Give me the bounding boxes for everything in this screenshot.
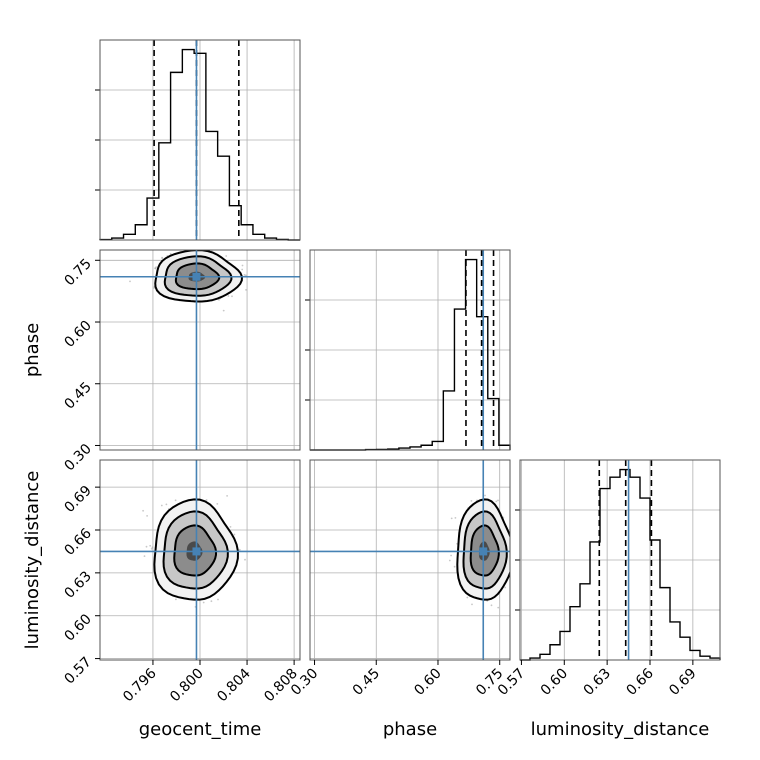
- sample-point: [244, 558, 246, 561]
- sample-point: [225, 255, 228, 257]
- truth-marker: [479, 547, 488, 556]
- sample-point: [243, 274, 246, 276]
- frame-luminosity-distance: [519, 459, 721, 661]
- sample-point: [216, 503, 219, 505]
- sample-point: [149, 544, 152, 547]
- truth-marker: [192, 547, 201, 556]
- ylabel-phase: phase: [22, 323, 43, 377]
- frame-1-2: [309, 459, 511, 661]
- ylabel-luminosity-distance: luminosity_distance: [22, 471, 43, 650]
- sample-point: [241, 268, 244, 271]
- hist-panel-geocent-time: [95, 39, 301, 241]
- sample-point: [146, 515, 149, 517]
- sample-point: [226, 495, 229, 497]
- frame-geocent-time: [99, 39, 301, 241]
- sample-point: [495, 500, 498, 503]
- xlabel-luminosity-distance: luminosity_distance: [531, 719, 710, 740]
- sample-point: [160, 504, 163, 507]
- sample-point: [153, 287, 156, 289]
- sample-point: [142, 509, 145, 512]
- sample-point: [448, 559, 451, 562]
- sample-point: [497, 606, 500, 609]
- sample-point: [218, 298, 220, 301]
- sample-point: [231, 295, 233, 298]
- sample-point: [161, 256, 164, 259]
- sample-point: [155, 266, 158, 269]
- sample-point: [241, 264, 244, 267]
- panel-phase-vs-luminosity-distance: [309, 459, 511, 661]
- sample-point: [222, 309, 225, 312]
- sample-point: [151, 546, 154, 549]
- panel-content-0-1: [100, 250, 300, 450]
- hist-step-geocent-time: [99, 48, 300, 241]
- sample-point: [504, 586, 507, 589]
- sample-point: [497, 499, 499, 502]
- sample-point: [245, 289, 247, 291]
- frame-0-1: [99, 249, 301, 451]
- sample-point: [145, 545, 148, 548]
- sample-point: [150, 547, 153, 550]
- sample-point: [450, 554, 452, 557]
- truth-marker: [192, 272, 201, 281]
- panel-content-1-2: [310, 460, 510, 660]
- sample-point: [202, 601, 205, 604]
- sample-point: [453, 565, 456, 568]
- sample-point: [227, 295, 230, 297]
- panel-geocent-time-vs-luminosity-distance: [99, 459, 301, 661]
- hist-panel-luminosity-distance: [515, 459, 721, 661]
- xlabel-phase: phase: [383, 719, 437, 740]
- sample-point: [466, 596, 469, 599]
- labels-layer: geocent_time phase luminosity_distance p…: [22, 323, 709, 740]
- sample-point: [238, 548, 241, 551]
- xlabel-geocent-time: geocent_time: [139, 719, 262, 740]
- sample-point: [233, 533, 236, 536]
- sample-point: [143, 555, 146, 557]
- sample-point: [229, 526, 232, 528]
- sample-point: [245, 274, 247, 277]
- sample-point: [175, 598, 177, 601]
- sample-point: [454, 517, 457, 519]
- sample-point: [490, 604, 493, 607]
- sample-point: [471, 603, 473, 606]
- sample-point: [129, 280, 131, 283]
- hist-panel-phase: [305, 249, 511, 451]
- sample-point: [210, 600, 213, 603]
- sample-point: [484, 494, 486, 497]
- sample-point: [205, 499, 208, 501]
- sample-point: [450, 517, 453, 520]
- hist-step-luminosity-distance: [520, 468, 721, 661]
- sample-point: [217, 598, 219, 601]
- panel-geocent-time-vs-phase: [99, 249, 301, 451]
- frame-phase: [309, 249, 511, 451]
- sample-point: [174, 499, 177, 502]
- panel-content-0-2: [100, 460, 300, 660]
- sample-point: [165, 503, 168, 506]
- sample-point: [470, 500, 473, 502]
